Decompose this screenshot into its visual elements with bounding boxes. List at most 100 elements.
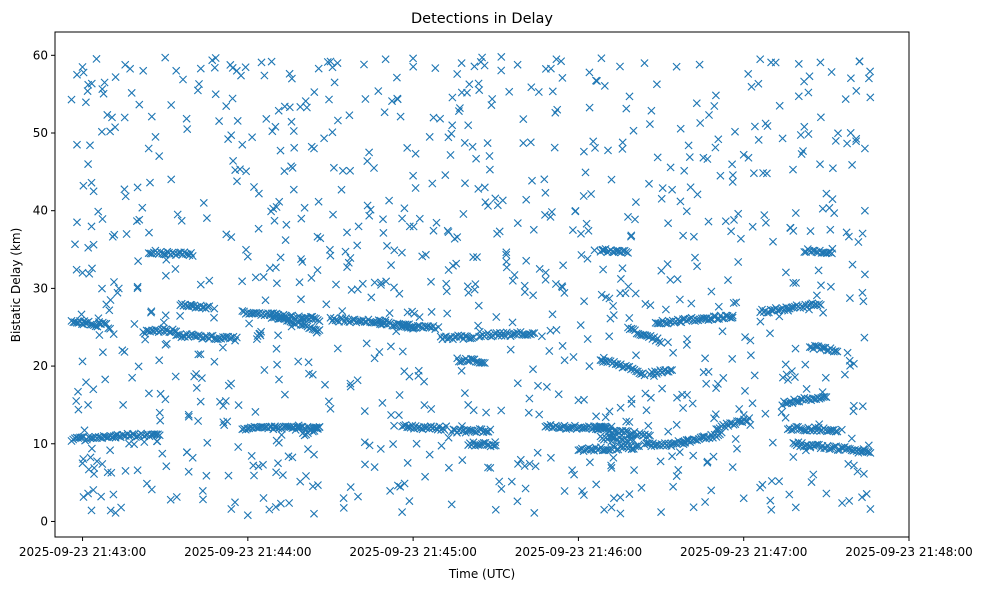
scatter-marker <box>533 448 542 457</box>
scatter-marker <box>287 117 296 126</box>
scatter-marker <box>730 215 738 224</box>
scatter-marker <box>607 503 616 512</box>
scatter-marker <box>251 407 260 416</box>
scatter-marker <box>125 432 134 441</box>
scatter-marker <box>506 332 515 341</box>
scatter-marker <box>554 390 563 399</box>
scatter-marker <box>689 451 698 460</box>
scatter-marker <box>227 233 236 242</box>
scatter-marker <box>390 321 398 330</box>
scatter-marker <box>242 245 250 254</box>
scatter-marker <box>172 66 181 75</box>
scatter-marker <box>585 68 594 77</box>
scatter-marker <box>333 116 342 125</box>
scatter-marker <box>94 314 103 323</box>
scatter-marker <box>113 288 122 297</box>
scatter-marker <box>551 280 560 288</box>
scatter-marker <box>367 293 376 302</box>
scatter-marker <box>746 336 755 345</box>
scatter-marker <box>842 445 851 454</box>
scatter-marker <box>464 288 473 297</box>
scatter-marker <box>385 309 394 318</box>
scatter-marker <box>842 228 851 237</box>
scatter-marker <box>846 74 855 83</box>
scatter-marker <box>353 285 362 294</box>
scatter-marker <box>491 438 500 447</box>
scatter-marker <box>459 210 468 218</box>
scatter-marker <box>396 112 405 121</box>
scatter-marker <box>540 175 549 184</box>
scatter-marker <box>474 321 483 330</box>
scatter-marker <box>729 299 738 307</box>
scatter-marker <box>79 181 88 190</box>
scatter-marker <box>259 494 268 502</box>
scatter-marker <box>645 179 653 188</box>
scatter-marker <box>87 444 96 453</box>
scatter-marker <box>353 241 362 250</box>
scatter-marker <box>473 253 481 262</box>
scatter-marker <box>820 392 829 401</box>
scatter-marker <box>450 234 459 243</box>
scatter-marker <box>746 421 755 429</box>
scatter-marker <box>272 436 281 445</box>
scatter-marker <box>714 135 723 144</box>
scatter-marker <box>298 257 307 266</box>
scatter-marker <box>146 178 154 187</box>
scatter-marker <box>243 511 252 520</box>
scatter-marker <box>710 102 719 110</box>
scatter-marker <box>801 446 810 455</box>
scatter-marker <box>858 229 867 238</box>
scatter-marker <box>525 394 534 403</box>
scatter-marker <box>155 431 164 440</box>
scatter-marker <box>675 317 684 326</box>
scatter-marker <box>642 406 651 415</box>
scatter-marker <box>672 62 681 71</box>
scatter-marker <box>436 114 445 123</box>
scatter-marker <box>414 371 423 380</box>
scatter-marker <box>826 282 835 291</box>
scatter-marker <box>383 241 391 250</box>
scatter-marker <box>322 300 331 309</box>
scatter-marker <box>346 382 355 391</box>
scatter-marker <box>699 153 708 162</box>
scatter-marker <box>71 240 79 249</box>
scatter-marker <box>147 308 155 317</box>
scatter-marker <box>784 306 793 315</box>
scatter-marker <box>724 276 732 285</box>
scatter-marker <box>703 457 712 466</box>
scatter-marker <box>763 122 772 130</box>
scatter-marker <box>98 85 107 94</box>
scatter-marker <box>133 284 142 293</box>
scatter-marker <box>864 74 873 83</box>
scatter-marker <box>587 190 596 198</box>
scatter-marker <box>86 141 94 150</box>
scatter-marker <box>98 348 107 357</box>
scatter-marker <box>161 53 170 62</box>
scatter-marker <box>84 489 93 498</box>
scatter-marker <box>182 114 191 123</box>
scatter-marker <box>282 220 291 229</box>
scatter-marker <box>816 113 825 122</box>
scatter-marker <box>672 472 681 481</box>
scatter-marker <box>646 301 655 310</box>
scatter-marker <box>310 509 318 518</box>
x-tick-label: 2025-09-23 21:46:00 <box>515 545 642 559</box>
scatter-marker <box>748 222 757 231</box>
scatter-marker <box>592 480 601 489</box>
scatter-marker <box>582 219 591 228</box>
scatter-marker <box>370 278 379 287</box>
scatter-marker <box>78 357 87 366</box>
x-tick-label: 2025-09-23 21:44:00 <box>184 545 311 559</box>
scatter-marker <box>111 508 120 517</box>
y-tick-label: 30 <box>33 281 48 295</box>
scatter-marker <box>467 355 475 363</box>
scatter-marker <box>232 333 241 342</box>
scatter-marker <box>814 266 823 275</box>
scatter-marker <box>834 129 842 138</box>
scatter-marker <box>652 80 661 89</box>
scatter-marker <box>437 441 446 450</box>
scatter-marker <box>756 483 765 492</box>
scatter-marker <box>172 493 181 501</box>
scatter-marker <box>616 274 625 283</box>
scatter-marker <box>625 418 634 426</box>
